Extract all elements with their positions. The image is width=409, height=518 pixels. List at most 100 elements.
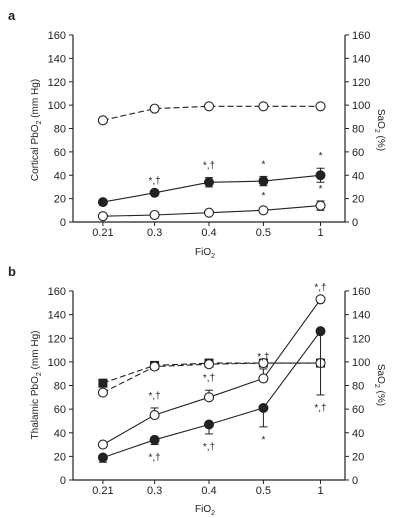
panel-a-left-axis-label: Cortical PbO2 (mm Hg) — [30, 79, 43, 181]
significance-label: * — [261, 435, 265, 446]
data-point-filled — [204, 419, 214, 430]
data-point-open — [258, 358, 269, 369]
right-tick-label: 20 — [352, 451, 364, 463]
data-point-open — [97, 439, 108, 450]
panel-a-x-axis-label: FiO2 — [195, 247, 215, 260]
right-tick-label: 140 — [352, 310, 370, 322]
data-point-open — [149, 409, 160, 421]
panel-b: b 0 0 20 20 40 40 60 60 80 80 100 100 120 120 140 140 16… — [8, 264, 386, 517]
left-tick-label: 60 — [54, 404, 66, 416]
right-tick-label: 80 — [352, 124, 364, 136]
data-point-open — [149, 209, 160, 221]
right-tick-label: 0 — [352, 475, 358, 487]
x-tick-label: 0.4 — [201, 227, 216, 239]
left-tick-label: 140 — [48, 53, 66, 65]
data-point-filled — [97, 197, 108, 208]
right-tick-label: 140 — [352, 53, 370, 65]
right-tick-label: 40 — [352, 170, 364, 182]
right-tick-label: 40 — [352, 428, 364, 440]
left-tick-label: 160 — [48, 30, 66, 42]
panel-b-right-axis-label: SaO2 (%) — [373, 364, 386, 406]
panel-a-right-axis-label: SaO2 (%) — [373, 109, 386, 151]
data-point-filled — [97, 452, 108, 463]
left-tick-label: 160 — [48, 286, 66, 298]
panel-b-x-axis-label: FiO2 — [195, 504, 215, 517]
right-tick-label: 60 — [352, 404, 364, 416]
data-point-filled — [315, 170, 326, 181]
right-tick-label: 100 — [352, 100, 370, 112]
left-tick-label: 0 — [60, 217, 66, 229]
left-tick-label: 80 — [54, 381, 66, 393]
significance-label: *,† — [148, 176, 160, 187]
left-tick-label: 100 — [48, 100, 66, 112]
significance-label: * — [319, 184, 323, 195]
right-tick-label: 120 — [352, 77, 370, 89]
left-tick-label: 120 — [48, 333, 66, 345]
data-point-filled — [258, 176, 269, 187]
data-point-open — [258, 373, 269, 384]
data-point-open — [97, 387, 108, 398]
right-tick-label: 20 — [352, 194, 364, 206]
significance-label: *,† — [314, 403, 326, 414]
left-tick-label: 40 — [54, 170, 66, 182]
right-tick-label: 60 — [352, 147, 364, 159]
data-point-open — [203, 359, 215, 370]
data-point-open — [97, 211, 108, 222]
x-tick-label: 0.3 — [147, 485, 162, 497]
left-tick-label: 0 — [60, 475, 66, 487]
left-tick-label: 80 — [54, 124, 66, 136]
panel-b-left-axis-label: Thalamic PbO2 (mm Hg) — [30, 331, 43, 440]
data-point-open — [315, 101, 326, 112]
x-tick-label: 1 — [317, 227, 323, 239]
x-tick-label: 0.21 — [92, 227, 113, 239]
data-point-open — [258, 205, 269, 216]
significance-label: *,† — [203, 373, 215, 384]
data-point-square — [98, 378, 108, 388]
panel-a: a 0 0 20 20 40 40 60 60 80 80 100 100 120 120 140 140 16… — [8, 8, 386, 260]
left-tick-label: 20 — [54, 451, 66, 463]
data-point-open — [149, 361, 160, 372]
x-tick-label: 0.5 — [256, 227, 271, 239]
data-point-filled — [149, 187, 160, 198]
right-tick-label: 160 — [352, 286, 370, 298]
data-point-open — [203, 392, 215, 403]
significance-label: *,† — [314, 282, 326, 293]
data-point-filled — [315, 326, 326, 337]
series-line — [102, 105, 321, 121]
right-tick-label: 80 — [352, 381, 364, 393]
right-tick-label: 0 — [352, 217, 358, 229]
data-point-filled — [204, 177, 214, 188]
x-tick-label: 0.3 — [147, 227, 162, 239]
significance-label: * — [261, 191, 265, 202]
x-tick-label: 0.5 — [256, 485, 271, 497]
left-tick-label: 140 — [48, 310, 66, 322]
significance-label: *,† — [203, 442, 215, 453]
left-tick-label: 60 — [54, 147, 66, 159]
data-point-open — [203, 101, 215, 112]
x-tick-label: 1 — [317, 485, 323, 497]
left-tick-label: 40 — [54, 428, 66, 440]
panel-b-plot: 0 0 20 20 40 40 60 60 80 80 100 100 120 120 140 140 160 1… — [48, 282, 371, 497]
left-tick-label: 20 — [54, 194, 66, 206]
right-tick-label: 160 — [352, 30, 370, 42]
data-point-open — [315, 200, 326, 211]
significance-label: *,† — [257, 352, 269, 363]
right-tick-label: 120 — [352, 333, 370, 345]
x-tick-label: 0.21 — [92, 485, 113, 497]
data-point-open — [149, 103, 160, 114]
data-point-open — [97, 115, 108, 126]
left-tick-label: 120 — [48, 77, 66, 89]
panel-a-letter: a — [8, 8, 16, 23]
panel-a-plot: 0 0 20 20 40 40 60 60 80 80 100 100 120 120 140 140 160 1… — [48, 30, 371, 239]
left-tick-label: 100 — [48, 357, 66, 369]
significance-label: *,† — [203, 161, 215, 172]
data-point-open — [203, 207, 215, 218]
data-point-filled — [149, 434, 160, 445]
right-tick-label: 100 — [352, 357, 370, 369]
x-tick-label: 0.4 — [201, 485, 216, 497]
data-point-open — [315, 294, 326, 305]
significance-label: * — [261, 159, 265, 170]
panel-b-letter: b — [8, 264, 16, 279]
significance-label: *,† — [148, 391, 160, 402]
